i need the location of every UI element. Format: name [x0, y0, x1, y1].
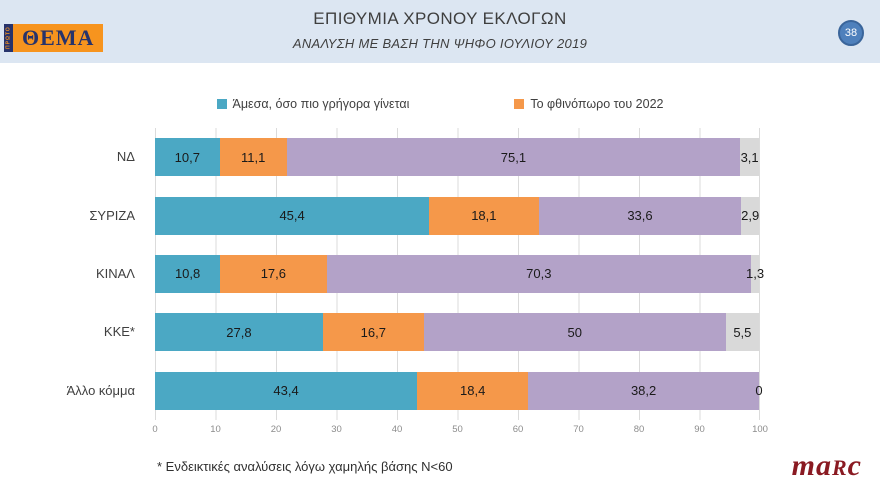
logo-vertical-text: ΠΡΩΤΟ [4, 24, 13, 52]
bar-segment: 17,6 [220, 254, 327, 293]
x-tick-label: 0 [152, 424, 158, 435]
stacked-bar-chart: 10,7 11,1 75,1 3,1 45,4 18,1 33,6 2,9 10,8 17,6 70… [155, 128, 764, 420]
category-labels-column: ΝΔ ΣΥΡΙΖΑ ΚΙΝΑΛ ΚΚΕ* Άλλο κόμμα [0, 128, 145, 420]
legend-label: Το φθινόπωρο του 2022 [530, 97, 664, 111]
x-tick-label: 80 [633, 424, 645, 435]
segment-value-label: 16,7 [360, 324, 386, 340]
segment-value-label: 17,6 [260, 266, 287, 282]
x-tick-label: 90 [694, 424, 705, 435]
x-tick-label: 70 [573, 424, 584, 435]
proto-thema-logo: ΠΡΩΤΟ ΘΕΜΑ [4, 24, 104, 52]
legend-item: Το φθινόπωρο του 2022 [514, 97, 664, 111]
page-number-badge: 38 [838, 20, 864, 46]
segment-value-label: 10,8 [174, 266, 201, 282]
legend-item: Άμεσα, όσο πιο γρήγορα γίνεται [216, 97, 410, 111]
bar-segment: 18,1 [429, 196, 539, 235]
segment-value-label: 18,4 [460, 383, 486, 399]
bar-segment: 16,7 [322, 313, 424, 352]
legend-swatch-icon [514, 99, 525, 109]
page-subtitle: ΑΝΑΛΥΣΗ ΜΕ ΒΑΣΗ ΤΗΝ ΨΗΦΟ ΙΟΥΛΙΟΥ 2019 [292, 36, 588, 51]
category-label: ΚΙΝΑΛ [95, 265, 135, 281]
segment-value-label: 0 [755, 383, 763, 399]
segment-value-label: 2,9 [741, 208, 760, 224]
category-label: ΝΔ [116, 149, 135, 165]
page-title: ΕΠΙΘΥΜΙΑ ΧΡΟΝΟΥ ΕΚΛΟΓΩΝ [313, 9, 567, 28]
segment-value-label: 45,4 [279, 208, 305, 224]
marc-logo-part: R [831, 455, 848, 480]
segment-value-label: 5,5 [733, 324, 752, 340]
segment-value-label: 18,1 [471, 208, 497, 224]
bar-segment: 33,6 [538, 196, 742, 235]
x-tick-label: 60 [512, 424, 524, 435]
segment-value-label: 1,3 [746, 266, 765, 282]
bar-segment: 45,4 [155, 196, 430, 235]
bar-segment: 3,1 [740, 138, 759, 177]
bar-row: 10,8 17,6 70,3 1,3 [155, 254, 764, 293]
footnote: * Ενδεικτικές αναλύσεις λόγω χαμηλής βάσ… [157, 459, 453, 474]
bar-segment: 43,4 [155, 371, 418, 410]
x-tick-label: 50 [452, 424, 463, 435]
bar-segment: 10,8 [155, 254, 221, 293]
bar-segment: 50 [423, 313, 726, 352]
segment-value-label: 50 [567, 324, 582, 340]
bar-segment: 70,3 [326, 254, 752, 293]
bar-segment: 18,4 [417, 371, 529, 410]
category-label: Άλλο κόμμα [66, 382, 135, 398]
segment-value-label: 43,4 [273, 383, 299, 399]
bar-segment: 11,1 [219, 138, 287, 177]
segment-value-label: 33,6 [627, 208, 653, 224]
marc-logo: maRc [792, 449, 862, 483]
logo-main-text: ΘΕΜΑ [13, 24, 104, 52]
category-label: ΚΚΕ* [103, 324, 135, 340]
bar-segment: 75,1 [286, 138, 741, 177]
segment-value-label: 10,7 [174, 149, 200, 165]
bar-segment: 10,7 [155, 138, 220, 177]
x-tick-label: 30 [331, 424, 342, 435]
x-tick-label: 20 [270, 424, 282, 435]
segment-value-label: 11,1 [240, 149, 266, 165]
x-axis: 0 10 20 30 40 50 60 70 80 90 100 [152, 424, 768, 438]
bar-segment: 2,9 [741, 196, 760, 235]
x-tick-label: 100 [752, 424, 768, 435]
segment-value-label: 38,2 [630, 383, 657, 399]
segment-value-label: 27,8 [226, 324, 252, 340]
bar-segment: 38,2 [528, 371, 759, 410]
header-titles: ΕΠΙΘΥΜΙΑ ΧΡΟΝΟΥ ΕΚΛΟΓΩΝ ΑΝΑΛΥΣΗ ΜΕ ΒΑΣΗ … [120, 9, 760, 51]
category-label: ΣΥΡΙΖΑ [89, 207, 135, 223]
x-tick-label: 10 [210, 424, 221, 435]
segment-value-label: 75,1 [500, 149, 527, 165]
segment-value-label: 70,3 [526, 266, 552, 282]
legend-label: Άμεσα, όσο πιο γρήγορα γίνεται [232, 97, 410, 111]
bar-segment: 1,3 [746, 254, 764, 293]
bar-segment: 5,5 [725, 313, 759, 352]
marc-logo-part: ma [791, 449, 832, 482]
header-band [0, 0, 880, 63]
legend-swatch-icon [216, 99, 227, 109]
bar-row: 45,4 18,1 33,6 2,9 [155, 196, 760, 235]
chart-legend: Άμεσα, όσο πιο γρήγορα γίνεται Το φθινόπω… [0, 97, 880, 111]
bar-row: 43,4 18,4 38,2 0 [155, 371, 763, 410]
marc-logo-part: c [847, 449, 862, 482]
bar-segment: 27,8 [155, 313, 323, 352]
segment-value-label: 3,1 [740, 149, 759, 165]
x-tick-label: 40 [391, 424, 403, 435]
bar-row: 10,7 11,1 75,1 3,1 [155, 138, 759, 177]
bar-row: 27,8 16,7 50 5,5 [155, 313, 759, 352]
